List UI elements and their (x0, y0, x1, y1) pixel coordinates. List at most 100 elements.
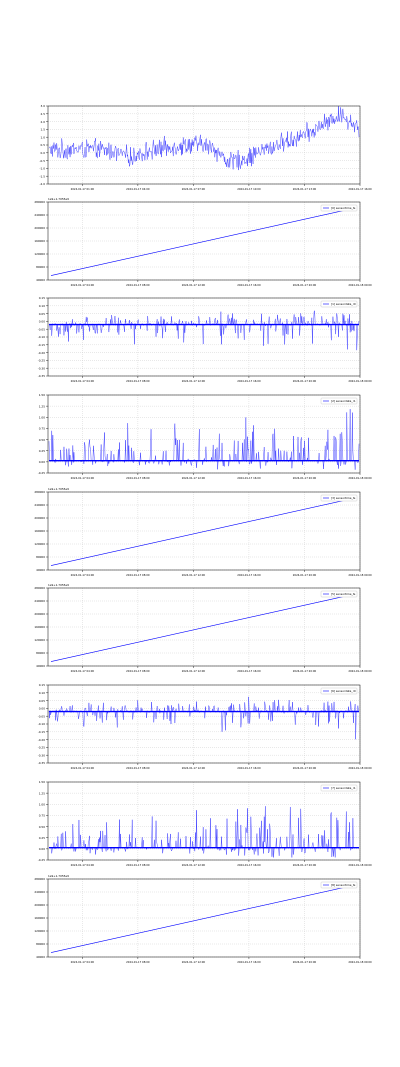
y-tick-label: 40000 (36, 568, 45, 572)
y-tick-label: -0.35 (38, 761, 45, 765)
y-tick-label: 160000 (34, 529, 45, 533)
x-tick-label: 2024-01-17 20:00 (293, 960, 317, 964)
y-tick-label: 0.15 (39, 683, 45, 687)
x-tick-label: 2024-01-17 20:00 (293, 573, 317, 577)
x-tick-label: 2024-01-17 12:00 (182, 863, 206, 867)
x-tick-label: 2024-01-17 08:00 (126, 766, 150, 770)
chart-5: 280000 240000 200000 160000 120000 80000 40000… (34, 487, 372, 577)
x-tick-label: 2024-01-18 00:00 (348, 960, 372, 964)
y-tick-label: 1.0 (41, 135, 46, 139)
x-tick-label: 2024-01-17 12:00 (182, 766, 206, 770)
y-tick-label: -0.10 (38, 335, 45, 339)
y-tick-label: -0.05 (38, 714, 45, 718)
chart-8: 1.50 1.25 1.00 0.75 0.50 0.25 0.00 -0.25 2024-01… (38, 780, 372, 867)
y-tick-label: 0.50 (39, 825, 45, 829)
x-tick-label: 2024-01-17 12:00 (182, 476, 206, 480)
chart-3: 0.15 0.10 0.05 0.00 -0.05 -0.10 -0.15 -0.20 -0.2… (38, 296, 372, 383)
y-tick-label: 280000 (34, 490, 45, 494)
chart-4: 1.50 1.25 1.00 0.75 0.50 0.25 0.00 -0.25 2024-01… (38, 393, 372, 480)
x-tick-label: 2024-01-17 12:00 (182, 379, 206, 383)
y-tick-label: 160000 (34, 625, 45, 629)
y-tick-label: 1.25 (39, 404, 45, 408)
x-tick-label: 2024-01-17 08:00 (126, 283, 150, 287)
y-tick-label: -0.25 (38, 471, 45, 475)
axis-offset-label: 1e9+1.7055e9 (48, 487, 69, 491)
x-tick-label: 2024-01-17 16:00 (237, 573, 261, 577)
x-tick-label: 2024-01-17 04:00 (71, 379, 95, 383)
x-tick-label: 2024-01-17 16:00 (237, 283, 261, 287)
y-tick-label: 40000 (36, 664, 45, 668)
y-tick-label: 0.10 (39, 691, 45, 695)
legend-box (320, 784, 358, 792)
y-tick-label: 280000 (34, 877, 45, 881)
y-tick-label: 0.75 (39, 427, 45, 431)
y-tick-label: 1.00 (39, 415, 45, 419)
y-tick-label: -0.25 (38, 746, 45, 750)
y-tick-label: 0.75 (39, 814, 45, 818)
x-tick-label: 2024-01-17 16:00 (237, 379, 261, 383)
y-tick-label: 40000 (36, 955, 45, 959)
y-tick-label: 240000 (34, 503, 45, 507)
y-tick-label: 0.00 (39, 707, 45, 711)
x-tick-label: 2024-01-17 01:00 (71, 187, 95, 191)
y-tick-label: 280000 (34, 586, 45, 590)
y-tick-label: 160000 (34, 239, 45, 243)
y-tick-label: 1.5 (41, 128, 46, 132)
y-tick-label: 200000 (34, 516, 45, 520)
x-tick-label: 2024-01-18 00:00 (348, 283, 372, 287)
y-tick-label: 2.0 (41, 120, 46, 124)
y-tick-label: 280000 (34, 200, 45, 204)
chart-1: 3.0 2.5 2.0 1.5 1.0 0.5 0.0 -0.5 -1.0 -1.5 -2.0 202… (40, 104, 373, 191)
x-tick-label: 2024-01-18 00:00 (348, 766, 372, 770)
y-tick-label: 3.0 (41, 104, 46, 108)
legend-label: [3] sensortime_ts (331, 496, 356, 500)
y-tick-label: 120000 (34, 252, 45, 256)
x-tick-label: 2024-01-17 04:00 (71, 283, 95, 287)
x-tick-label: 2024-01-17 20:00 (293, 863, 317, 867)
series-line (50, 593, 358, 662)
y-tick-label: 0.5 (41, 143, 46, 147)
legend-label: [7] sensordata_r1 (331, 786, 356, 790)
legend-box (320, 300, 358, 308)
chart-7: 0.15 0.10 0.05 0.00 -0.05 -0.10 -0.15 -0.20 -0.2… (38, 683, 372, 770)
y-tick-label: 240000 (34, 890, 45, 894)
y-tick-label: -0.30 (38, 753, 45, 757)
x-tick-label: 2024-01-17 04:00 (71, 476, 95, 480)
legend-label: [1] sensordata_r0 (331, 302, 356, 306)
legend-box (320, 494, 358, 502)
y-tick-label: 0.15 (39, 296, 45, 300)
x-tick-label: 2024-01-17 12:00 (182, 573, 206, 577)
x-tick-label: 2024-01-17 04:00 (71, 669, 95, 673)
axis-offset-label: 1e9+1.7055e9 (48, 197, 69, 201)
x-tick-label: 2024-01-18 00:00 (348, 379, 372, 383)
x-tick-label: 2024-01-17 16:00 (237, 863, 261, 867)
series-line (50, 884, 358, 953)
series-line (48, 806, 360, 858)
legend-box (320, 590, 358, 598)
x-tick-label: 2024-01-18 00:00 (348, 863, 372, 867)
series-line (50, 497, 358, 566)
y-tick-label: -0.5 (40, 159, 46, 163)
legend-label: [5] sensortime_ts (331, 592, 356, 596)
y-tick-label: 80000 (36, 265, 45, 269)
y-tick-label: 0.10 (39, 304, 45, 308)
x-tick-label: 2024-01-17 20:00 (293, 283, 317, 287)
x-tick-label: 2024-01-17 04:00 (71, 766, 95, 770)
y-tick-label: 120000 (34, 638, 45, 642)
y-tick-label: 80000 (36, 651, 45, 655)
x-tick-label: 2024-01-17 16:00 (237, 476, 261, 480)
x-tick-label: 2024-01-17 20:00 (293, 766, 317, 770)
y-tick-label: -0.35 (38, 374, 45, 378)
x-tick-label: 2024-01-17 13:00 (293, 187, 317, 191)
y-tick-label: -1.0 (40, 167, 46, 171)
y-tick-label: 1.00 (39, 802, 45, 806)
y-tick-label: 80000 (36, 555, 45, 559)
y-tick-label: 0.00 (39, 847, 45, 851)
x-tick-label: 2024-01-18 00:00 (348, 573, 372, 577)
x-tick-label: 2024-01-17 12:00 (182, 960, 206, 964)
x-tick-label: 2024-01-17 04:00 (71, 863, 95, 867)
y-tick-label: -0.25 (38, 359, 45, 363)
legend-label: [2] sensordata_r1 (331, 399, 356, 403)
y-tick-label: 120000 (34, 542, 45, 546)
